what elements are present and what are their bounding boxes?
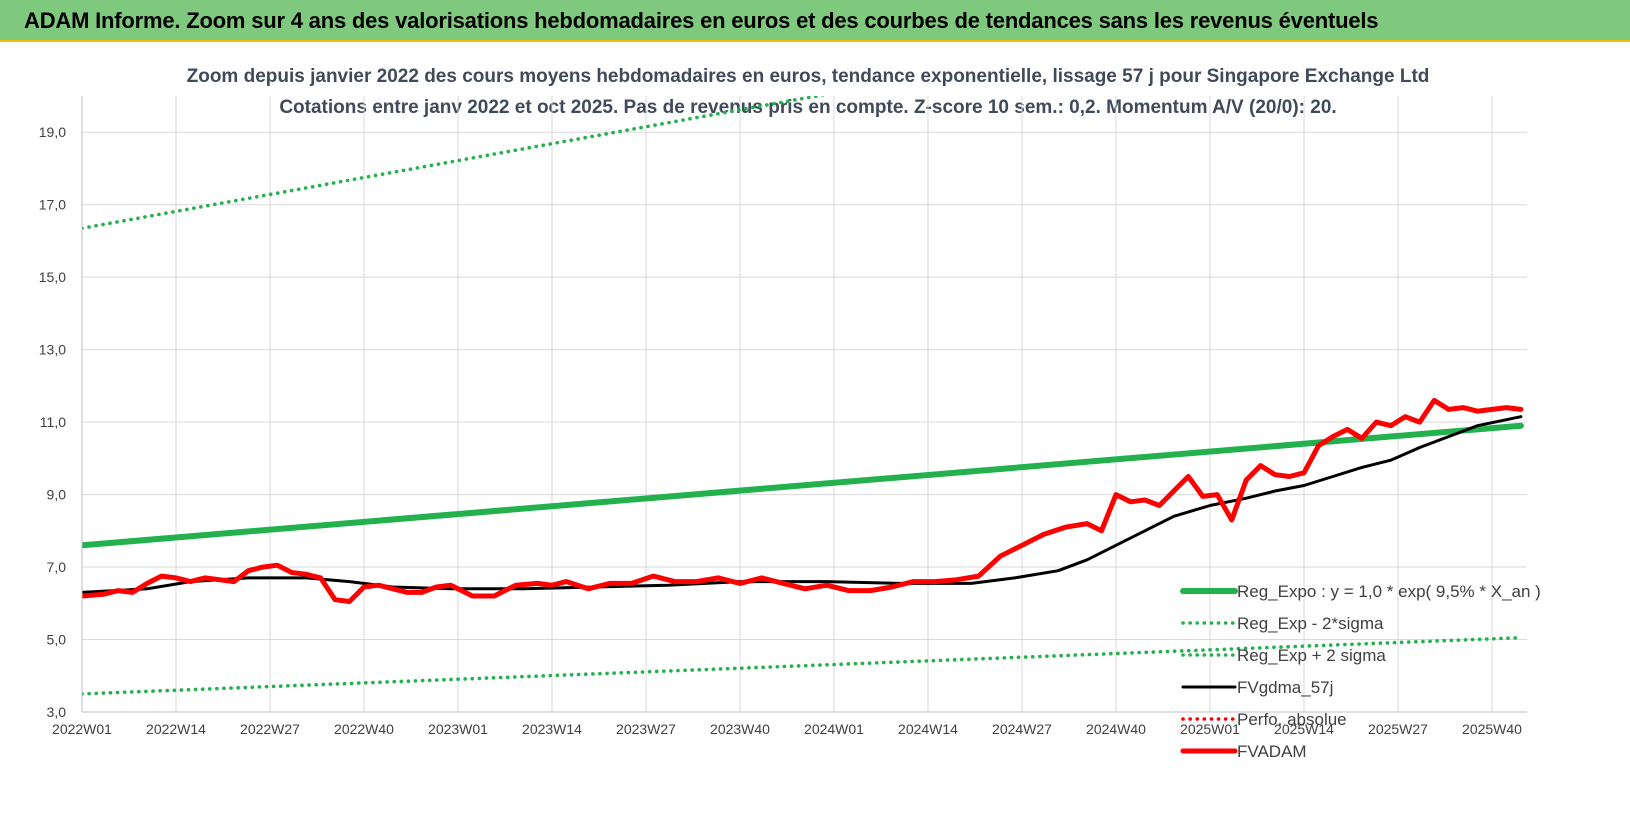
x-tick-label: 2022W14 bbox=[146, 721, 206, 737]
chart-subtitle: Cotations entre janv 2022 et oct 2025. P… bbox=[279, 97, 1336, 118]
x-tick-label: 2023W40 bbox=[710, 721, 770, 737]
x-tick-label: 2023W14 bbox=[522, 721, 582, 737]
legend: Reg_Expo : y = 1,0 * exp( 9,5% * X_an ) R… bbox=[1180, 582, 1541, 761]
y-tick-label: 15,0 bbox=[39, 269, 66, 285]
x-tick-label: 2022W01 bbox=[52, 721, 112, 737]
legend-label: Reg_Exp + 2 sigma bbox=[1237, 646, 1386, 665]
series-layer bbox=[82, 96, 1524, 696]
grid bbox=[81, 96, 1527, 712]
banner: ADAM Informe. Zoom sur 4 ans des valoris… bbox=[0, 0, 1630, 42]
x-tick-label: 2024W40 bbox=[1086, 721, 1146, 737]
y-tick-label: 9,0 bbox=[47, 487, 67, 503]
x-tick-label: 2023W01 bbox=[428, 721, 488, 737]
x-tick-label: 2022W27 bbox=[240, 721, 300, 737]
legend-label: Reg_Expo : y = 1,0 * exp( 9,5% * X_an ) bbox=[1237, 582, 1541, 601]
banner-title: ADAM Informe. Zoom sur 4 ans des valoris… bbox=[24, 8, 1379, 33]
axis-layer: 3,0 5,0 7,0 9,0 11,0 13,0 15,0 17,0 19,0 2022W01 2… bbox=[39, 96, 1527, 737]
legend-label: FVADAM bbox=[1237, 742, 1307, 761]
chart-svg: Zoom depuis janvier 2022 des cours moyen… bbox=[39, 66, 1541, 761]
series-line-fvadam bbox=[82, 397, 1524, 604]
series-line-reg-exp-2-sigma bbox=[82, 96, 827, 231]
x-tick-label: 2025W40 bbox=[1462, 721, 1522, 737]
x-tick-label: 2024W14 bbox=[898, 721, 958, 737]
series-line-fvgdma-57j bbox=[82, 415, 1523, 594]
chart-area: Zoom depuis janvier 2022 des cours moyen… bbox=[0, 44, 1630, 815]
y-tick-label: 3,0 bbox=[47, 704, 67, 720]
x-tick-label: 2025W01 bbox=[1180, 721, 1240, 737]
y-tick-label: 17,0 bbox=[39, 197, 66, 213]
x-tick-label: 2025W14 bbox=[1274, 721, 1334, 737]
x-tick-label: 2022W40 bbox=[334, 721, 394, 737]
series-line-reg-expo-y-1-0-exp-9-5-x-an bbox=[82, 422, 1524, 549]
series-line-reg-exp-2-sigma bbox=[82, 635, 1523, 696]
y-tick-label: 13,0 bbox=[39, 342, 66, 358]
x-tick-label: 2023W27 bbox=[616, 721, 676, 737]
legend-label: Reg_Exp - 2*sigma bbox=[1237, 614, 1384, 633]
y-tick-label: 7,0 bbox=[47, 559, 67, 575]
y-tick-label: 5,0 bbox=[47, 632, 67, 648]
legend-label: Perfo. absolue bbox=[1237, 710, 1347, 729]
y-tick-label: 19,0 bbox=[39, 124, 66, 140]
chart-title: Zoom depuis janvier 2022 des cours moyen… bbox=[187, 66, 1430, 87]
x-tick-label: 2024W27 bbox=[992, 721, 1052, 737]
y-tick-label: 11,0 bbox=[40, 414, 66, 430]
legend-label: FVgdma_57j bbox=[1237, 678, 1333, 697]
x-tick-label: 2025W27 bbox=[1368, 721, 1428, 737]
x-tick-label: 2024W01 bbox=[804, 721, 864, 737]
